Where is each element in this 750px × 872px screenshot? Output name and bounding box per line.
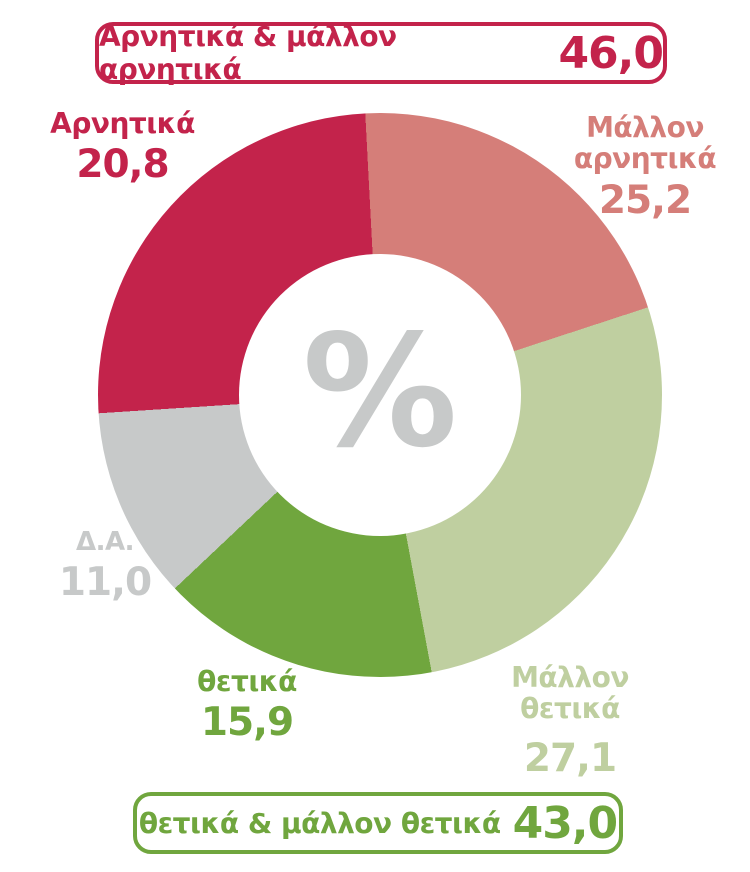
donut-chart: % (98, 113, 662, 677)
negative-total-label: Αρνητικά & μάλλον αρνητικά (99, 20, 397, 86)
callout-no-answer-label: Δ.Α. (76, 527, 135, 557)
percent-symbol: % (302, 300, 458, 482)
positive-total-label: θετικά & μάλλον θετικά (138, 806, 501, 840)
callout-no-answer: Δ.Α. 11,0 (35, 527, 175, 606)
negative-total-value: 46,0 (558, 27, 664, 79)
callout-rather-negative: Μάλλον αρνητικά 25,2 (556, 112, 734, 222)
callout-positive: θετικά 15,9 (163, 666, 331, 745)
callout-negative-value: 20,8 (76, 142, 169, 188)
callout-rather-positive: Μάλλον θετικά 27,1 (486, 662, 654, 780)
callout-positive-label: θετικά (197, 665, 297, 698)
negative-total-banner: Αρνητικά & μάλλον αρνητικά 46,0 (95, 20, 667, 86)
callout-rather-positive-value: 27,1 (523, 735, 617, 781)
positive-total-banner: θετικά & μάλλον θετικά 43,0 (133, 792, 623, 854)
callout-rather-negative-label: Μάλλον αρνητικά (573, 111, 717, 176)
callout-no-answer-value: 11,0 (58, 560, 152, 606)
callout-rather-negative-value: 25,2 (598, 177, 692, 223)
callout-negative-label: Αρνητικά (50, 107, 195, 140)
donut-hole: % (239, 254, 521, 536)
callout-negative: Αρνητικά 20,8 (30, 108, 215, 187)
callout-rather-positive-label: Μάλλον θετικά (511, 661, 629, 726)
positive-total-value: 43,0 (512, 797, 619, 849)
callout-positive-value: 15,9 (200, 700, 294, 746)
